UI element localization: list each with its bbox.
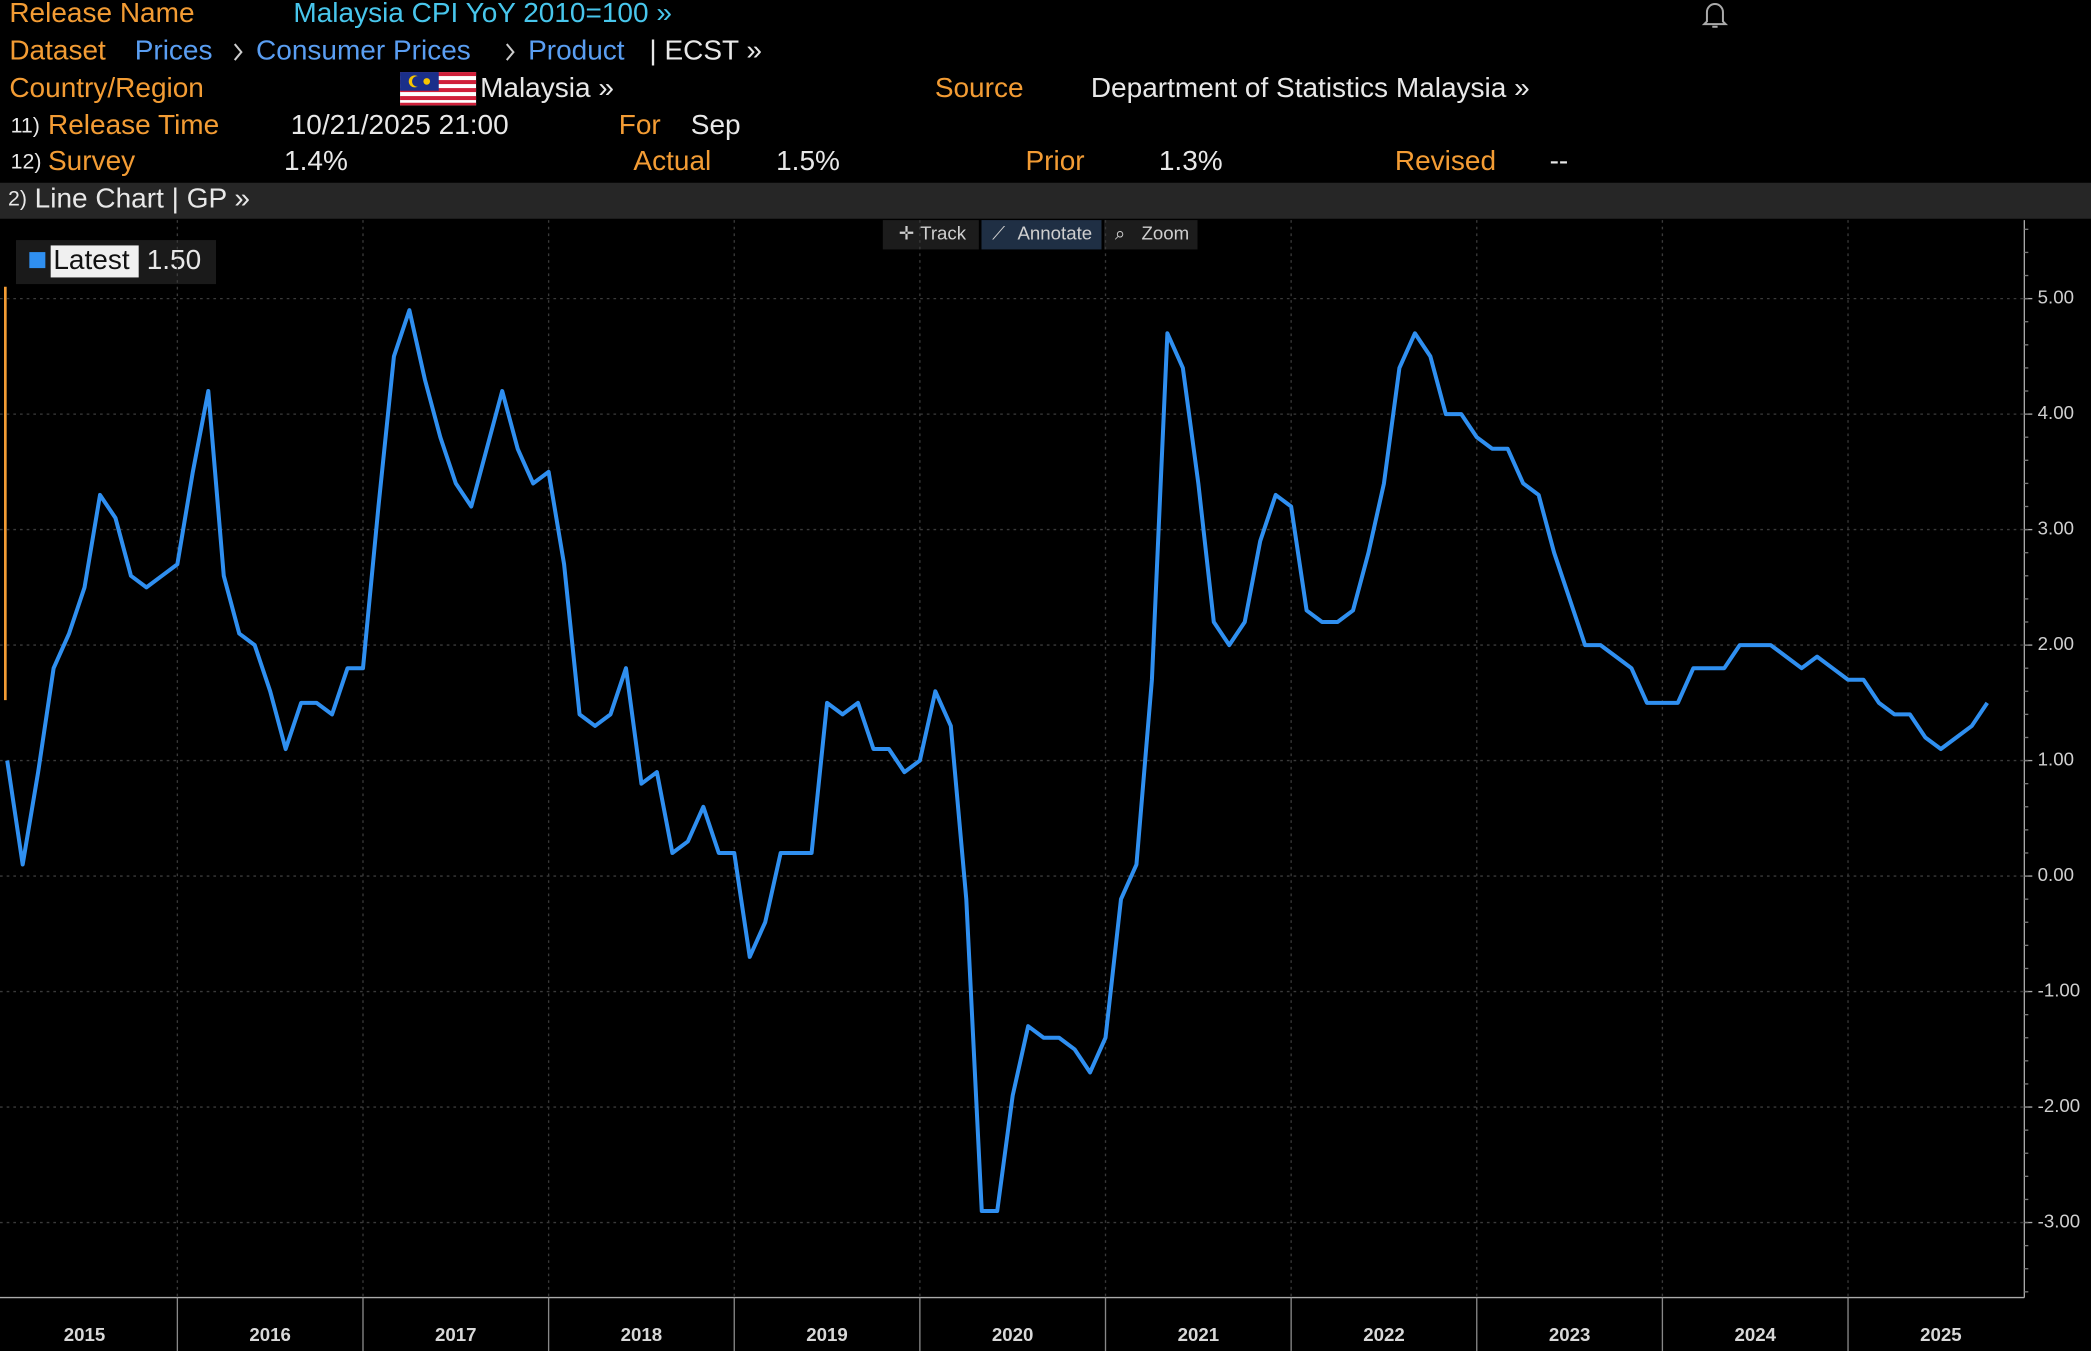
flag [400,72,477,106]
legend-highlight [50,245,139,278]
legend-label: Latest [53,244,129,275]
bell-icon[interactable] [1701,3,1729,28]
release-name[interactable]: Malaysia CPI YoY 2010=100 » [293,0,672,28]
value: 1.5% [776,145,840,176]
chart-menu[interactable]: Line Chart | GP » [35,182,250,213]
separator [233,43,243,61]
y-tick-label: -2.00 [2038,1095,2081,1116]
y-tick-label: 5.00 [2038,287,2074,308]
y-tick-label: 4.00 [2038,402,2074,423]
line-series [5,308,1989,1213]
value: 1.4% [284,145,348,176]
x-tick-label: 2015 [64,1324,106,1345]
label: Dataset [9,34,106,65]
label[interactable]: Survey [48,145,135,176]
dataset-link[interactable]: Product [528,34,625,65]
ticker[interactable]: | ECST » [649,34,762,65]
country[interactable]: Malaysia » [480,72,614,103]
label: Release Name [9,0,194,28]
chart-menu-bar [0,182,2091,219]
icon: ⌕ [1115,223,1125,244]
menu-number: 12) [11,149,42,173]
y-tick-label: -3.00 [2038,1210,2081,1231]
toolbar-button[interactable] [882,220,979,250]
menu-number: 11) [11,113,40,137]
value: Sep [691,109,741,140]
y-tick-label: 0.00 [2038,864,2074,885]
source[interactable]: Department of Statistics Malaysia » [1091,72,1530,103]
icon: ⟋ [992,223,1006,244]
toolbar-button[interactable] [1104,220,1198,250]
value: -- [1550,145,1569,176]
toolbar-button[interactable] [981,220,1102,250]
dataset-link[interactable]: Consumer Prices [256,34,471,65]
toolbar-label[interactable]: Zoom [1142,223,1190,244]
x-tick-label: 2023 [1549,1324,1591,1345]
separator [505,43,515,61]
x-tick-label: 2016 [249,1324,291,1345]
label: Prior [1025,145,1084,176]
x-tick-label: 2021 [1178,1324,1220,1345]
x-tick-label: 2022 [1363,1324,1405,1345]
y-tick-label: -1.00 [2038,979,2081,1000]
y-tick-label: 1.00 [2038,749,2074,770]
x-tick-label: 2019 [806,1324,848,1345]
x-tick-label: 2017 [435,1324,477,1345]
icon: ✛ [899,223,915,244]
toolbar-label[interactable]: Annotate [1017,223,1092,244]
x-tick-label: 2024 [1734,1324,1776,1345]
menu-number: 2) [8,187,27,211]
y-tick-label: 3.00 [2038,518,2074,539]
x-tick-label: 2020 [992,1324,1034,1345]
value: 1.3% [1159,145,1223,176]
label: For [619,109,661,140]
x-tick-label: 2025 [1920,1324,1962,1345]
y-tick-label: 2.00 [2038,633,2074,654]
label: Actual [633,145,711,176]
x-tick-label: 2018 [621,1324,663,1345]
dataset-link[interactable]: Prices [135,34,213,65]
legend-swatch [29,252,46,269]
label[interactable]: Release Time [48,109,219,140]
label: Revised [1395,145,1496,176]
legend-value: 1.50 [147,244,202,275]
value: 10/21/2025 21:00 [291,109,509,140]
label: Source [935,72,1024,103]
toolbar-label[interactable]: Track [920,223,967,244]
label: Country/Region [9,72,204,103]
